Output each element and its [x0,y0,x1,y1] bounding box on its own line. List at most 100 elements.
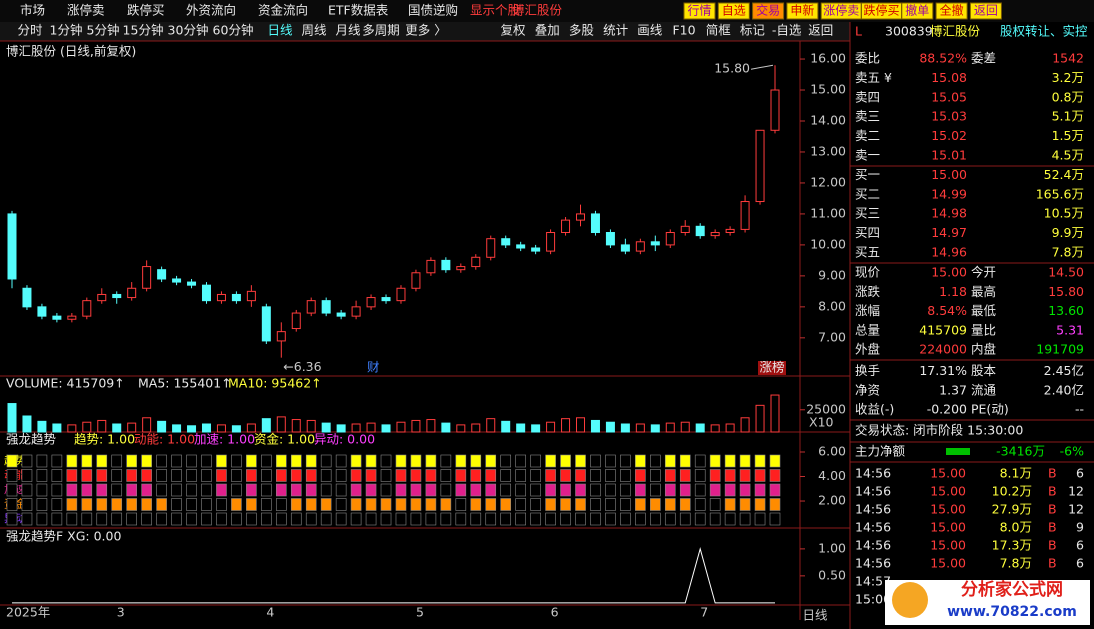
signal-cell [111,483,123,497]
signal-cell [96,498,108,511]
signal-cell [81,454,93,468]
volume-bar [576,417,586,433]
button[interactable]: 全撤 [940,3,964,18]
signal-cell [66,512,78,526]
signal-cell [36,454,48,468]
signal-cell [6,469,18,482]
signal-cell [515,454,526,468]
tool-button[interactable]: 复权 [500,23,526,38]
signal-cell [590,469,601,482]
signal-cell [620,512,631,526]
candle-body [590,213,600,234]
signal-cell [410,469,422,482]
button[interactable]: 跌停买 [863,3,899,18]
candle-body [22,287,32,308]
signal-cell [171,483,182,497]
period-tab[interactable]: 1分钟 [50,23,83,38]
menu-item[interactable]: 涨停卖 [67,3,105,18]
button[interactable]: 涨停卖 [823,3,859,18]
tool-button[interactable]: 标记 [740,23,766,38]
period-tab[interactable]: 60分钟 [213,23,254,38]
period-tab[interactable]: 日线 [267,23,293,38]
signal-cell [216,498,227,511]
signal-cell [455,512,467,526]
signal-cell [186,512,197,526]
button[interactable]: 交易 [756,3,780,18]
period-tab[interactable]: 分时 [17,23,43,38]
button-bg[interactable] [717,2,750,20]
signal-cell [350,469,362,482]
x-tick-label: 2025年 [6,605,50,620]
signal-cell [156,469,167,482]
candle-body [52,315,62,320]
button-bg[interactable] [901,2,934,20]
menu-item[interactable]: 国债逆购 [408,3,458,18]
button[interactable]: 撤单 [905,3,929,18]
period-tab[interactable]: 周线 [301,23,327,38]
candle-body [620,244,630,252]
period-tab[interactable]: 月线 [335,23,361,38]
signal-cell [650,454,661,468]
signal-cell [320,483,332,497]
signal-cell [605,498,616,511]
signal-cell [21,483,33,497]
signal-cell [365,512,377,526]
period-tab[interactable]: 30分钟 [168,23,209,38]
signal-cell [350,512,362,526]
tool-button[interactable]: F10 [672,23,695,38]
button-bg[interactable] [752,2,785,20]
menu-item[interactable]: 市场 [20,3,45,18]
menu-item[interactable]: 资金流向 [258,3,308,18]
volume-bar [52,423,62,433]
volume-bar [516,423,526,433]
candle-body [740,201,750,230]
signal-cell [470,498,482,511]
tool-button[interactable]: 返回 [808,23,833,38]
tool-button[interactable]: 统计 [603,23,628,38]
tick-field: 14:56 [855,538,891,553]
menu-item[interactable]: 跌停买 [127,3,165,18]
button-bg[interactable] [969,2,1002,20]
book-price: 15.02 [931,128,967,143]
tool-button[interactable]: 简框 [706,23,732,38]
signal-cell [141,483,152,497]
tool-button[interactable]: 叠加 [535,23,560,38]
button[interactable]: 行情 [687,4,711,18]
signal-cell [261,498,272,511]
signal-cell [261,483,272,497]
tool-button[interactable]: 画线 [637,23,663,38]
signal-cell [515,512,526,526]
book-label: 买三 [855,206,880,221]
button[interactable]: 自选 [722,4,746,18]
signal-cell [231,483,242,497]
signal-cell [605,469,616,482]
period-tab[interactable]: 15分钟 [123,23,164,38]
stat-label: 最高 [971,284,996,299]
signal-cell [455,454,467,468]
period-tab[interactable]: 5分钟 [87,23,120,38]
button-bg[interactable] [935,2,968,20]
signal-cell [335,454,347,468]
signal-cell [171,498,182,511]
stat-value: 191709 [1036,342,1084,357]
menu-item[interactable]: ETF数据表 [328,3,389,18]
button-bg[interactable] [786,2,819,20]
menu-item[interactable]: 外资流向 [186,3,236,18]
period-tab[interactable]: 多周期 [362,23,400,38]
signal-cell [485,469,497,482]
period-tab[interactable]: 更多 〉 [405,23,446,38]
volume-label: MA5: 155401↑ [138,376,232,391]
tool-button[interactable]: 多股 [569,23,595,38]
candle-body [201,284,211,302]
button-bg[interactable] [683,2,716,20]
volume-bar [321,422,331,433]
book-price: 15.01 [931,148,967,163]
button[interactable]: 申新 [790,3,814,18]
signal-cell [320,454,332,468]
tick-field: 14:56 [855,556,891,571]
tool-button[interactable]: -自选 [772,23,802,38]
signal-cell [754,512,766,526]
button[interactable]: 返回 [974,4,998,18]
frame [0,22,1094,629]
flow-value: -3416万 [996,444,1045,459]
